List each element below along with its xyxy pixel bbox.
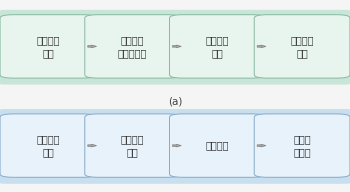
- Text: 选取教学
材料: 选取教学 材料: [290, 35, 314, 58]
- Text: 明确学习
目标: 明确学习 目标: [36, 35, 60, 58]
- Text: (a): (a): [168, 97, 182, 107]
- FancyBboxPatch shape: [0, 15, 96, 78]
- FancyBboxPatch shape: [0, 114, 96, 177]
- Text: 开展教学
活动: 开展教学 活动: [121, 134, 145, 157]
- Polygon shape: [88, 45, 97, 48]
- FancyBboxPatch shape: [0, 10, 350, 85]
- FancyBboxPatch shape: [0, 109, 350, 184]
- FancyBboxPatch shape: [169, 15, 265, 78]
- Text: 设计教学
活动: 设计教学 活动: [205, 35, 229, 58]
- Polygon shape: [88, 144, 97, 147]
- Text: 实现学
习目标: 实现学 习目标: [293, 134, 311, 157]
- FancyBboxPatch shape: [85, 114, 181, 177]
- Polygon shape: [173, 45, 181, 48]
- FancyBboxPatch shape: [169, 114, 265, 177]
- Polygon shape: [257, 45, 266, 48]
- FancyBboxPatch shape: [254, 114, 350, 177]
- FancyBboxPatch shape: [254, 15, 350, 78]
- Polygon shape: [257, 144, 266, 147]
- Polygon shape: [173, 144, 181, 147]
- Text: 确定评估
标准与策略: 确定评估 标准与策略: [118, 35, 147, 58]
- Text: 准备教学
材料: 准备教学 材料: [36, 134, 60, 157]
- FancyBboxPatch shape: [85, 15, 181, 78]
- Text: 落实评估: 落实评估: [205, 141, 229, 151]
